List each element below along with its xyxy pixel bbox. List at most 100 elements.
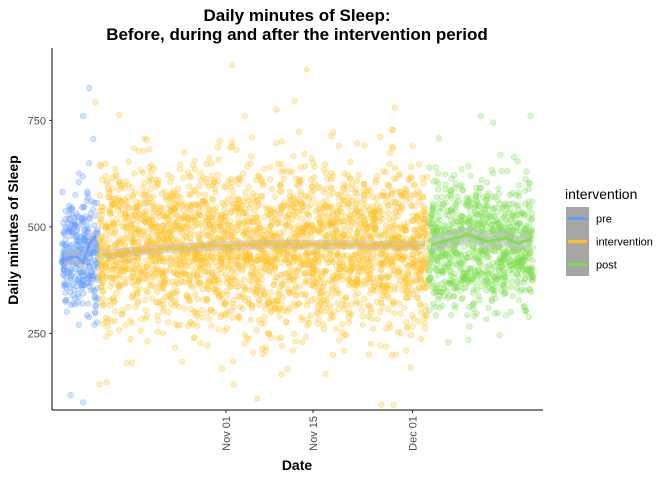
data-point-intervention	[134, 290, 141, 297]
data-point-pre	[75, 238, 83, 245]
data-point-intervention	[110, 220, 117, 227]
data-point-intervention	[125, 265, 132, 272]
data-point-intervention	[105, 237, 112, 244]
data-point-intervention	[143, 312, 150, 319]
data-point-post	[435, 186, 442, 193]
data-point-intervention	[96, 192, 103, 199]
data-point-post	[498, 167, 505, 174]
data-point-intervention	[194, 295, 201, 303]
data-point-intervention	[421, 314, 428, 321]
data-point-intervention	[388, 187, 396, 195]
data-point-intervention	[391, 310, 398, 317]
data-point-pre	[73, 283, 80, 290]
data-point-pre	[85, 228, 92, 235]
data-point-pre	[74, 291, 82, 298]
data-point-intervention	[167, 179, 174, 186]
data-point-intervention	[115, 179, 123, 186]
data-point-pre	[71, 222, 78, 229]
data-point-intervention	[98, 233, 105, 240]
data-point-intervention	[214, 276, 221, 283]
data-point-intervention	[118, 257, 125, 264]
data-point-intervention	[296, 283, 303, 290]
data-point-intervention	[411, 181, 418, 188]
data-point-intervention	[111, 317, 118, 324]
data-point-pre	[62, 241, 70, 248]
data-point-post	[428, 214, 435, 221]
data-point-pre	[68, 232, 75, 239]
data-point-intervention	[146, 146, 153, 153]
data-point-pre	[79, 173, 87, 180]
data-point-pre	[68, 272, 75, 280]
data-point-post	[434, 257, 441, 265]
data-point-intervention	[228, 228, 235, 235]
data-point-post	[526, 250, 533, 257]
data-point-intervention	[115, 186, 122, 193]
data-point-intervention	[102, 263, 109, 270]
data-point-intervention	[377, 133, 384, 140]
data-point-pre	[78, 283, 86, 290]
data-point-intervention	[246, 183, 253, 190]
data-point-post	[435, 213, 442, 220]
data-point-intervention	[105, 297, 113, 304]
data-point-intervention	[315, 287, 322, 294]
data-point-intervention	[414, 213, 421, 220]
data-point-intervention	[130, 191, 137, 199]
data-point-post	[477, 112, 484, 120]
data-point-intervention	[111, 201, 119, 208]
data-point-intervention	[295, 254, 302, 261]
data-point-intervention	[177, 199, 185, 206]
data-point-pre	[78, 246, 85, 253]
data-point-post	[529, 257, 536, 264]
y-axis-ticks: 250 500 750	[28, 115, 52, 340]
data-point-intervention	[136, 211, 143, 218]
data-point-intervention	[114, 196, 121, 204]
data-point-intervention	[187, 263, 194, 270]
data-point-intervention	[251, 214, 258, 221]
data-point-intervention	[279, 280, 286, 287]
data-point-pre	[67, 242, 74, 249]
data-point-intervention	[114, 263, 122, 270]
data-point-intervention	[103, 243, 110, 250]
data-point-intervention	[177, 194, 184, 201]
data-point-pre	[94, 276, 101, 284]
data-point-pre	[80, 234, 87, 241]
data-point-intervention	[209, 182, 216, 189]
series-post	[425, 112, 537, 346]
data-point-intervention	[306, 212, 313, 219]
data-point-intervention	[377, 342, 384, 349]
data-point-intervention	[127, 317, 134, 324]
data-point-intervention	[402, 227, 409, 234]
data-point-post	[495, 224, 502, 231]
data-point-post	[501, 272, 508, 279]
data-point-intervention	[144, 289, 151, 296]
data-point-intervention	[116, 181, 123, 188]
data-point-intervention	[96, 263, 104, 270]
data-point-intervention	[139, 169, 147, 176]
data-point-intervention	[121, 242, 129, 249]
data-point-pre	[91, 199, 98, 206]
data-point-post	[496, 332, 503, 339]
data-point-post	[442, 181, 449, 188]
data-point-post	[432, 303, 439, 311]
data-point-intervention	[141, 268, 148, 275]
data-point-intervention	[298, 215, 305, 222]
data-point-post	[527, 112, 534, 120]
data-point-intervention	[133, 203, 140, 210]
data-point-intervention	[354, 140, 361, 147]
data-point-intervention	[121, 184, 128, 191]
data-point-pre	[61, 229, 68, 236]
data-point-intervention	[140, 212, 147, 219]
data-point-intervention	[345, 200, 352, 207]
data-point-pre	[79, 276, 87, 284]
data-point-intervention	[301, 163, 309, 170]
data-point-intervention	[121, 268, 128, 275]
data-point-intervention	[122, 210, 129, 217]
data-point-intervention	[134, 278, 141, 285]
data-point-post	[512, 264, 520, 271]
data-point-intervention	[326, 192, 333, 199]
data-point-intervention	[408, 331, 415, 339]
data-point-intervention	[202, 197, 209, 205]
data-point-intervention	[149, 256, 156, 263]
data-point-intervention	[173, 300, 180, 307]
data-point-intervention	[129, 238, 136, 246]
